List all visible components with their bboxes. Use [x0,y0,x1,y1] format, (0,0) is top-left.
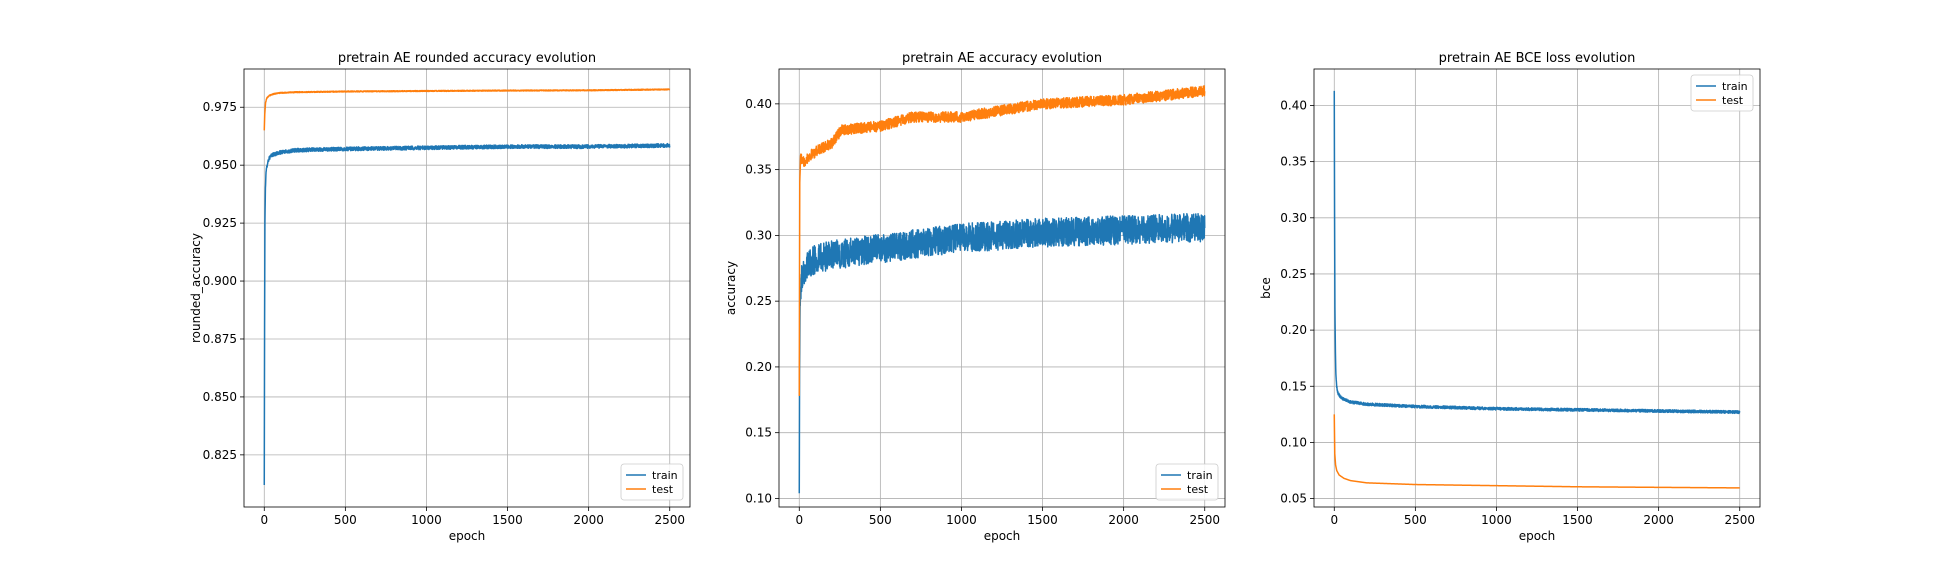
x-tick-label: 0 [1330,513,1338,527]
x-tick-label: 2000 [1108,513,1139,527]
y-tick-label: 0.15 [1280,379,1307,393]
chart-title: pretrain AE accuracy evolution [902,51,1102,66]
x-tick-label: 2500 [1724,513,1755,527]
y-tick-label: 0.825 [203,448,237,462]
series-line-train [798,212,1206,494]
plot-frame [1313,68,1761,508]
x-tick-label: 500 [1404,513,1427,527]
plot-frame [243,68,691,508]
x-tick-label: 1500 [1027,513,1058,527]
y-tick-label: 0.10 [745,491,772,505]
x-tick-label: 2000 [573,513,604,527]
series-line-test [1333,414,1741,489]
legend-label-test: test [1187,483,1209,496]
y-tick-label: 0.30 [745,228,772,242]
x-tick-label: 0 [795,513,803,527]
y-tick-label: 0.975 [203,100,237,114]
x-tick-label: 1000 [1481,513,1512,527]
y-tick-label: 0.20 [745,360,772,374]
x-tick-label: 1000 [411,513,442,527]
y-tick-label: 0.875 [203,332,237,346]
x-tick-label: 1500 [492,513,523,527]
x-axis-label: epoch [984,529,1021,543]
x-tick-label: 1000 [946,513,977,527]
y-tick-label: 0.850 [203,390,237,404]
legend-label-test: test [652,483,674,496]
chart-panel-3: 0 500 1000 1500 2000 2500 0.05 0.10 0.15 0.20 0.25… [1259,51,1761,543]
chart-title: pretrain AE rounded accuracy evolution [338,51,596,66]
x-tick-label: 500 [869,513,892,527]
y-axis-label: accuracy [724,261,738,315]
chart-panel-1: 0 500 1000 1500 2000 2500 0.825 0.850 0.875 0.900… [189,51,691,543]
series-line-test [263,88,671,131]
series-line-train [1333,90,1741,415]
y-tick-label: 0.900 [203,274,237,288]
legend-label-train: train [1187,469,1213,482]
y-tick-label: 0.15 [745,426,772,440]
y-tick-label: 0.925 [203,216,237,230]
x-tick-label: 2000 [1643,513,1674,527]
x-tick-label: 1500 [1562,513,1593,527]
y-tick-label: 0.25 [1280,267,1307,281]
series-line-test [798,85,1206,396]
y-tick-label: 0.35 [1280,155,1307,169]
x-tick-label: 2500 [1189,513,1220,527]
legend-box [1155,463,1219,501]
x-axis-label: epoch [449,529,486,543]
x-axis-label: epoch [1519,529,1556,543]
plot-frame [778,68,1226,508]
x-tick-label: 0 [260,513,268,527]
y-tick-label: 0.30 [1280,211,1307,225]
chart-panel-2: 0 500 1000 1500 2000 2500 0.10 0.15 0.20 0.25 0.30… [724,51,1226,543]
chart-title: pretrain AE BCE loss evolution [1439,51,1636,66]
y-tick-label: 0.25 [745,294,772,308]
x-tick-label: 2500 [654,513,685,527]
y-axis-label: rounded_accuracy [189,233,203,343]
y-tick-label: 0.950 [203,158,237,172]
legend-box [620,463,684,501]
legend-label-train: train [652,469,678,482]
y-axis-label: bce [1259,277,1273,299]
y-tick-label: 0.20 [1280,323,1307,337]
legend-label-train: train [1722,80,1748,93]
y-tick-label: 0.40 [1280,99,1307,113]
y-tick-label: 0.10 [1280,435,1307,449]
series-line-train [263,142,671,485]
x-tick-label: 500 [334,513,357,527]
legend-box [1690,74,1754,112]
y-tick-label: 0.05 [1280,492,1307,506]
legend-label-test: test [1722,94,1744,107]
y-tick-label: 0.35 [745,163,772,177]
y-tick-label: 0.40 [745,97,772,111]
